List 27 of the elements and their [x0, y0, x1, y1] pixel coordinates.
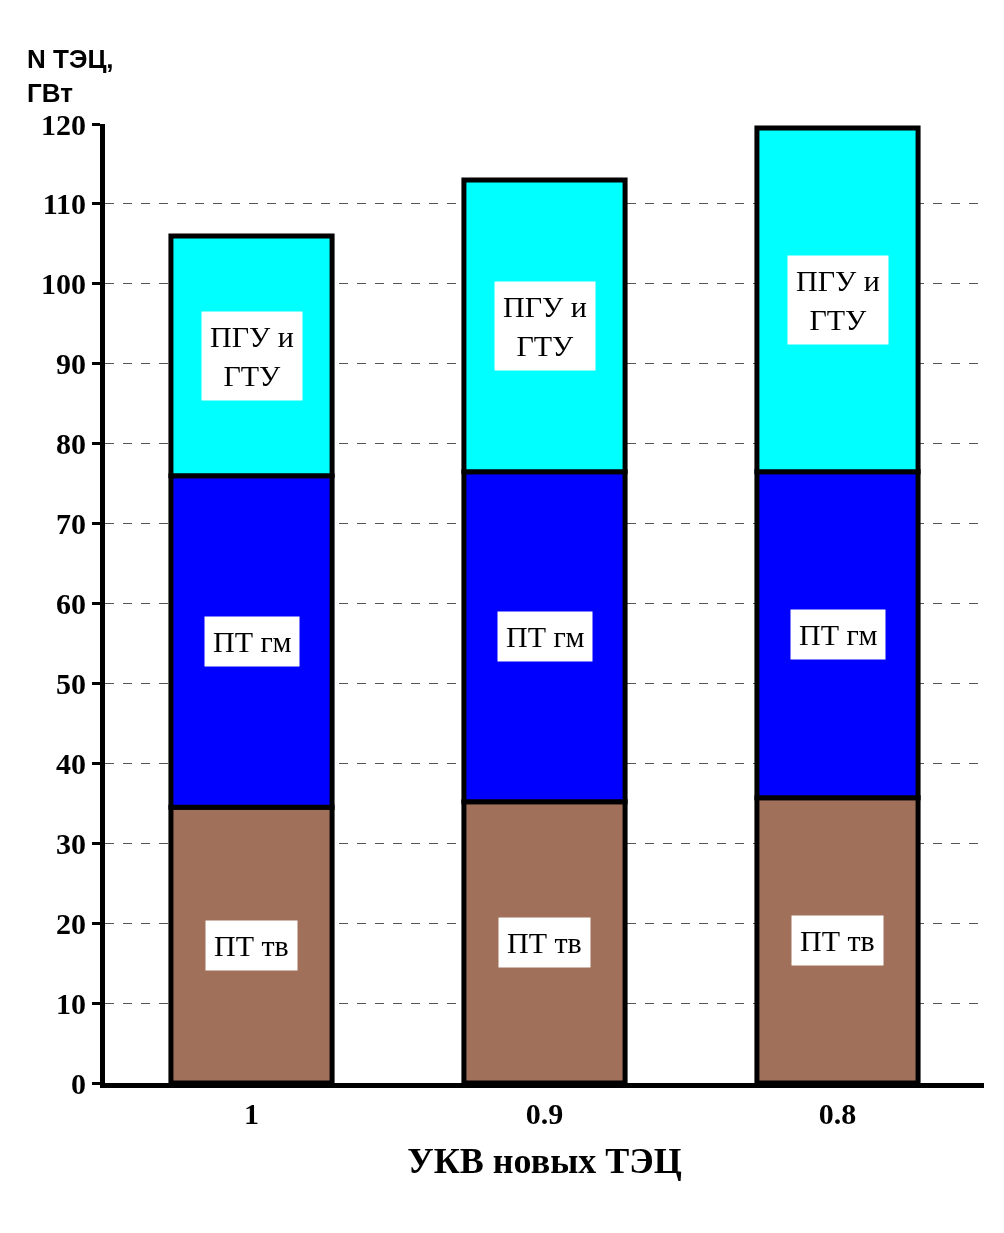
text: ПТ гм: [506, 620, 585, 653]
text: ПГУ и ГТУ: [796, 264, 880, 336]
y-tick-label: 0: [71, 1066, 86, 1100]
text: ПТ тв: [800, 924, 875, 957]
y-tick-label: 90: [56, 347, 86, 381]
text: ПГУ и ГТУ: [503, 290, 587, 362]
y-tick-label: 50: [56, 666, 86, 700]
text: ПТ гм: [799, 618, 878, 651]
y-tick-label: 20: [56, 906, 86, 940]
series-label: ПГУ и ГТУ: [210, 320, 294, 392]
y-tick-label: 40: [56, 746, 86, 780]
y-tick-label: 60: [56, 587, 86, 620]
y-tick-label: 10: [56, 986, 86, 1020]
y-tick-label: 70: [56, 507, 86, 541]
series-label: ПТ гм: [213, 625, 292, 658]
x-tick-label: 0.9: [525, 1097, 564, 1130]
y-tick-label: 30: [56, 826, 86, 860]
y-tick-label: 110: [42, 187, 86, 221]
series-label: ПТ тв: [214, 929, 289, 962]
x-tick-label: 0.8: [818, 1097, 857, 1130]
y-tick-label: 100: [41, 267, 86, 301]
text: ПТ тв: [507, 926, 582, 959]
x-axis-title: УКВ новых ТЭЦ: [407, 1140, 682, 1181]
x-tick-label: 1: [244, 1097, 259, 1130]
y-tick-label: 80: [56, 427, 86, 461]
y-tick-label: 120: [41, 107, 86, 141]
y-axis-title: N ТЭЦ, ГВт: [27, 44, 114, 108]
